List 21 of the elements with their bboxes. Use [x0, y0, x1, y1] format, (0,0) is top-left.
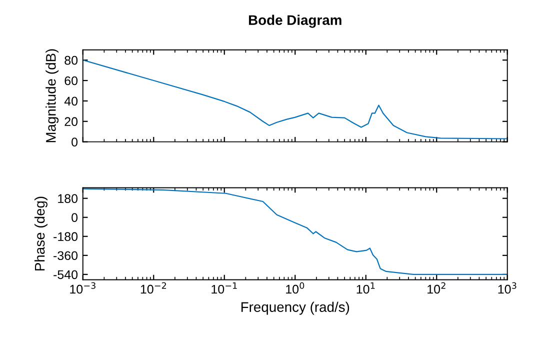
y-axis-title: Magnitude (dB) [46, 49, 59, 142]
x-tick-label: 10$^{−2}$ [140, 282, 166, 294]
x-tick-label: 10$^{3}$ [498, 282, 516, 294]
y-tick-label: -540 [54, 270, 78, 280]
x-tick-label: 10$^{2}$ [428, 282, 446, 294]
y-tick-label: 180 [58, 194, 78, 203]
y-tick-label: 60 [64, 76, 78, 86]
y-tick-label: 20 [64, 117, 78, 126]
y-tick-label: -360 [54, 251, 78, 260]
x-tick-label: 10$^{−1}$ [212, 282, 237, 294]
chart-title: Bode Diagram [248, 14, 342, 28]
x-tick-label: 10$^{1}$ [356, 282, 375, 294]
y-tick-label: 80 [64, 56, 78, 65]
x-tick-label: 10$^{−3}$ [70, 282, 96, 294]
y-tick-label: 40 [64, 96, 78, 106]
y-tick-label: -180 [54, 232, 78, 242]
y-tick-label: 0 [72, 138, 78, 146]
y-tick-label: 0 [72, 213, 78, 222]
x-axis-title: Frequency (rad/s) [241, 302, 350, 315]
x-tick-label: 10$^{0}$ [286, 282, 304, 294]
y-axis-title: Phase (deg) [34, 196, 48, 270]
